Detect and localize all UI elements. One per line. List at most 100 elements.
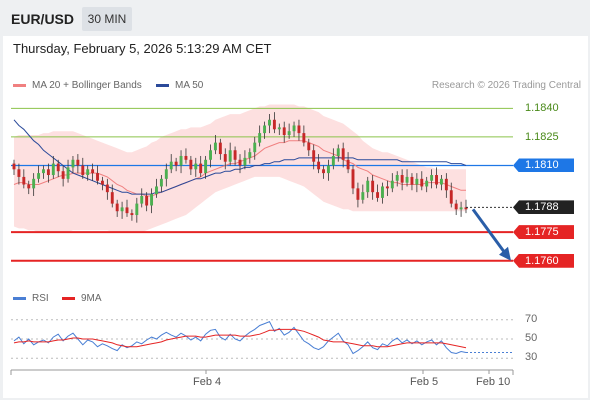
candle [81, 165, 85, 176]
legend-rsi-ma-label: 9MA [81, 293, 102, 304]
candle [277, 127, 281, 130]
candle [115, 203, 119, 212]
level-label-resistance: 1.1840 [525, 102, 559, 115]
candle [366, 180, 370, 193]
candle [263, 125, 267, 134]
candle [272, 119, 276, 130]
candle [189, 159, 193, 170]
candle [194, 163, 198, 170]
candle [184, 155, 188, 160]
level-label-resistance: 1.1825 [525, 130, 559, 143]
candle [435, 175, 438, 185]
rsi-ma-line [13, 328, 467, 349]
candle [341, 148, 345, 160]
candle [376, 192, 380, 198]
legend-rsi-ma: 9MA [62, 293, 102, 304]
candle [46, 169, 50, 176]
symbol-title: EUR/USD [11, 11, 75, 27]
candle [37, 173, 41, 179]
candle [390, 180, 394, 189]
legend-rsi: RSI [13, 293, 49, 304]
candle [464, 207, 468, 210]
candle [150, 194, 154, 206]
candle [420, 178, 424, 187]
candle [381, 186, 384, 198]
level-label-support: 1.1775 [513, 225, 574, 240]
x-tick-label: Feb 4 [193, 376, 222, 388]
candle [248, 152, 252, 158]
candle [415, 178, 419, 185]
candle [351, 169, 355, 189]
candle [371, 180, 375, 193]
candle [125, 207, 129, 214]
candle [32, 178, 36, 189]
candle [17, 169, 21, 177]
forecast-arrow [471, 208, 509, 257]
candle [110, 192, 114, 204]
candle [268, 119, 271, 126]
candle [174, 161, 178, 166]
candle [449, 190, 453, 204]
level-label-pivot: 1.1810 [513, 158, 574, 173]
candle [405, 176, 409, 183]
rsi-swatch [13, 296, 26, 300]
candle [243, 157, 247, 166]
legend-ma50: MA 50 [156, 80, 203, 91]
candle [164, 169, 168, 179]
candle [258, 133, 262, 143]
candle [135, 203, 139, 216]
period-button[interactable]: 30 MIN [82, 7, 132, 31]
rsi-line [13, 320, 467, 355]
candle [233, 150, 237, 160]
candle [213, 142, 217, 151]
legend-ma20: MA 20 + Bollinger Bands [13, 80, 142, 91]
candle [76, 159, 80, 166]
candle [287, 131, 291, 136]
rsi-tick-label: 70 [525, 312, 538, 325]
candle [22, 176, 26, 185]
legend-ma50-label: MA 50 [175, 80, 204, 91]
candle [297, 125, 301, 134]
candle [444, 178, 448, 191]
candle [51, 163, 55, 176]
candle [430, 175, 434, 181]
candle [105, 184, 109, 193]
candle [169, 161, 173, 170]
rsi-tick-label: 30 [525, 351, 538, 364]
candle [312, 150, 316, 162]
candle [307, 142, 311, 151]
candle [86, 169, 90, 176]
candle [302, 133, 306, 143]
legend-ma20-label: MA 20 + Bollinger Bands [32, 80, 142, 91]
forecast-arrowhead [499, 246, 511, 261]
candle [223, 154, 227, 162]
candle [155, 186, 158, 195]
candle [322, 169, 325, 174]
candle [228, 150, 232, 162]
candle [459, 207, 463, 210]
candle [61, 171, 65, 179]
candle [66, 167, 70, 179]
level-label-support: 1.1760 [513, 253, 574, 268]
candle [209, 150, 212, 160]
candle [56, 163, 60, 172]
candle [253, 142, 257, 153]
level-label-last: 1.1788 [513, 200, 574, 215]
candle [204, 159, 208, 174]
x-tick-label: Feb 10 [476, 376, 511, 388]
candle [145, 195, 149, 206]
candle [218, 142, 222, 155]
candle [454, 203, 458, 210]
candle [400, 175, 404, 183]
candle [96, 173, 99, 181]
candle [27, 184, 31, 189]
ma50-swatch [156, 83, 169, 87]
candle [439, 178, 443, 185]
ma20-swatch [13, 83, 26, 87]
rsi-ma-swatch [62, 296, 75, 300]
candle [100, 180, 104, 185]
candle [425, 180, 429, 187]
candle [91, 169, 95, 174]
candle [292, 125, 296, 132]
